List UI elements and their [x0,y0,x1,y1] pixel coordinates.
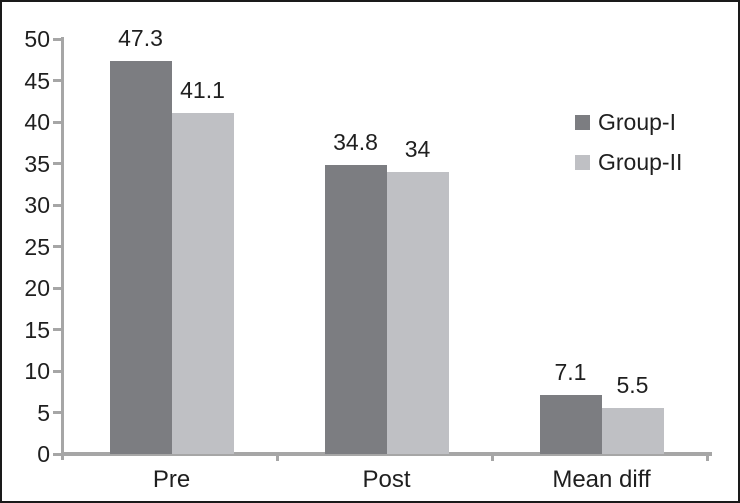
y-axis-line [61,37,64,460]
y-axis-tick-label: 25 [24,233,50,260]
bar-group-i-post [324,165,387,454]
y-axis-tick-label: 35 [24,150,50,177]
x-axis-tick [276,454,279,461]
legend: Group-I Group-II [575,108,682,188]
y-axis-tick [53,286,61,290]
legend-swatch-group-1-icon [575,114,590,130]
x-axis-category-label: Mean diff [552,466,651,493]
bar-group-ii-post [386,171,449,454]
legend-label-group-1: Group-I [598,109,676,135]
legend-item-group-1: Group-I [575,108,682,136]
y-axis-tick [53,369,61,373]
y-axis-tick-label: 10 [24,358,50,384]
y-axis-tick-label: 30 [24,192,50,218]
y-axis-tick-label: 20 [24,275,50,301]
x-axis-line [61,452,712,456]
y-axis-tick [53,162,61,165]
y-axis-tick-label: 40 [24,109,50,135]
bar-group-i-pre [109,61,172,454]
legend-item-group-2: Group-II [575,148,682,176]
bar-value-label: 5.5 [616,372,649,399]
x-axis-tick [491,454,494,461]
bar-value-label: 47.3 [118,25,163,52]
x-axis-category-label: Post [362,466,411,493]
bar-value-label: 34.8 [333,129,378,156]
y-axis-tick-label: 50 [24,26,50,52]
legend-label-group-2: Group-II [598,149,683,175]
y-axis-tick [53,411,61,414]
legend-swatch-group-2-icon [575,154,590,170]
bar-value-label: 41.1 [180,76,225,103]
y-axis-tick-label: 0 [37,441,50,467]
y-axis-tick [53,452,61,456]
bar-value-label: 34 [404,135,431,162]
bar-value-label: 7.1 [554,359,587,386]
y-axis-tick-label: 5 [37,399,50,426]
y-axis-tick [53,120,61,124]
y-axis-tick [53,245,61,248]
bar-group-i-mean-diff [539,395,602,454]
x-axis-category-label: Pre [152,466,191,493]
bar-group-ii-mean-diff [601,408,664,454]
y-axis-tick [53,203,61,207]
bar-group-ii-pre [171,112,234,454]
y-axis-tick-label: 15 [24,316,50,343]
y-axis-tick [53,328,61,331]
y-axis-tick [53,37,61,41]
y-axis-tick-label: 45 [24,67,50,94]
x-axis-tick [706,454,709,461]
y-axis-tick [53,79,61,82]
